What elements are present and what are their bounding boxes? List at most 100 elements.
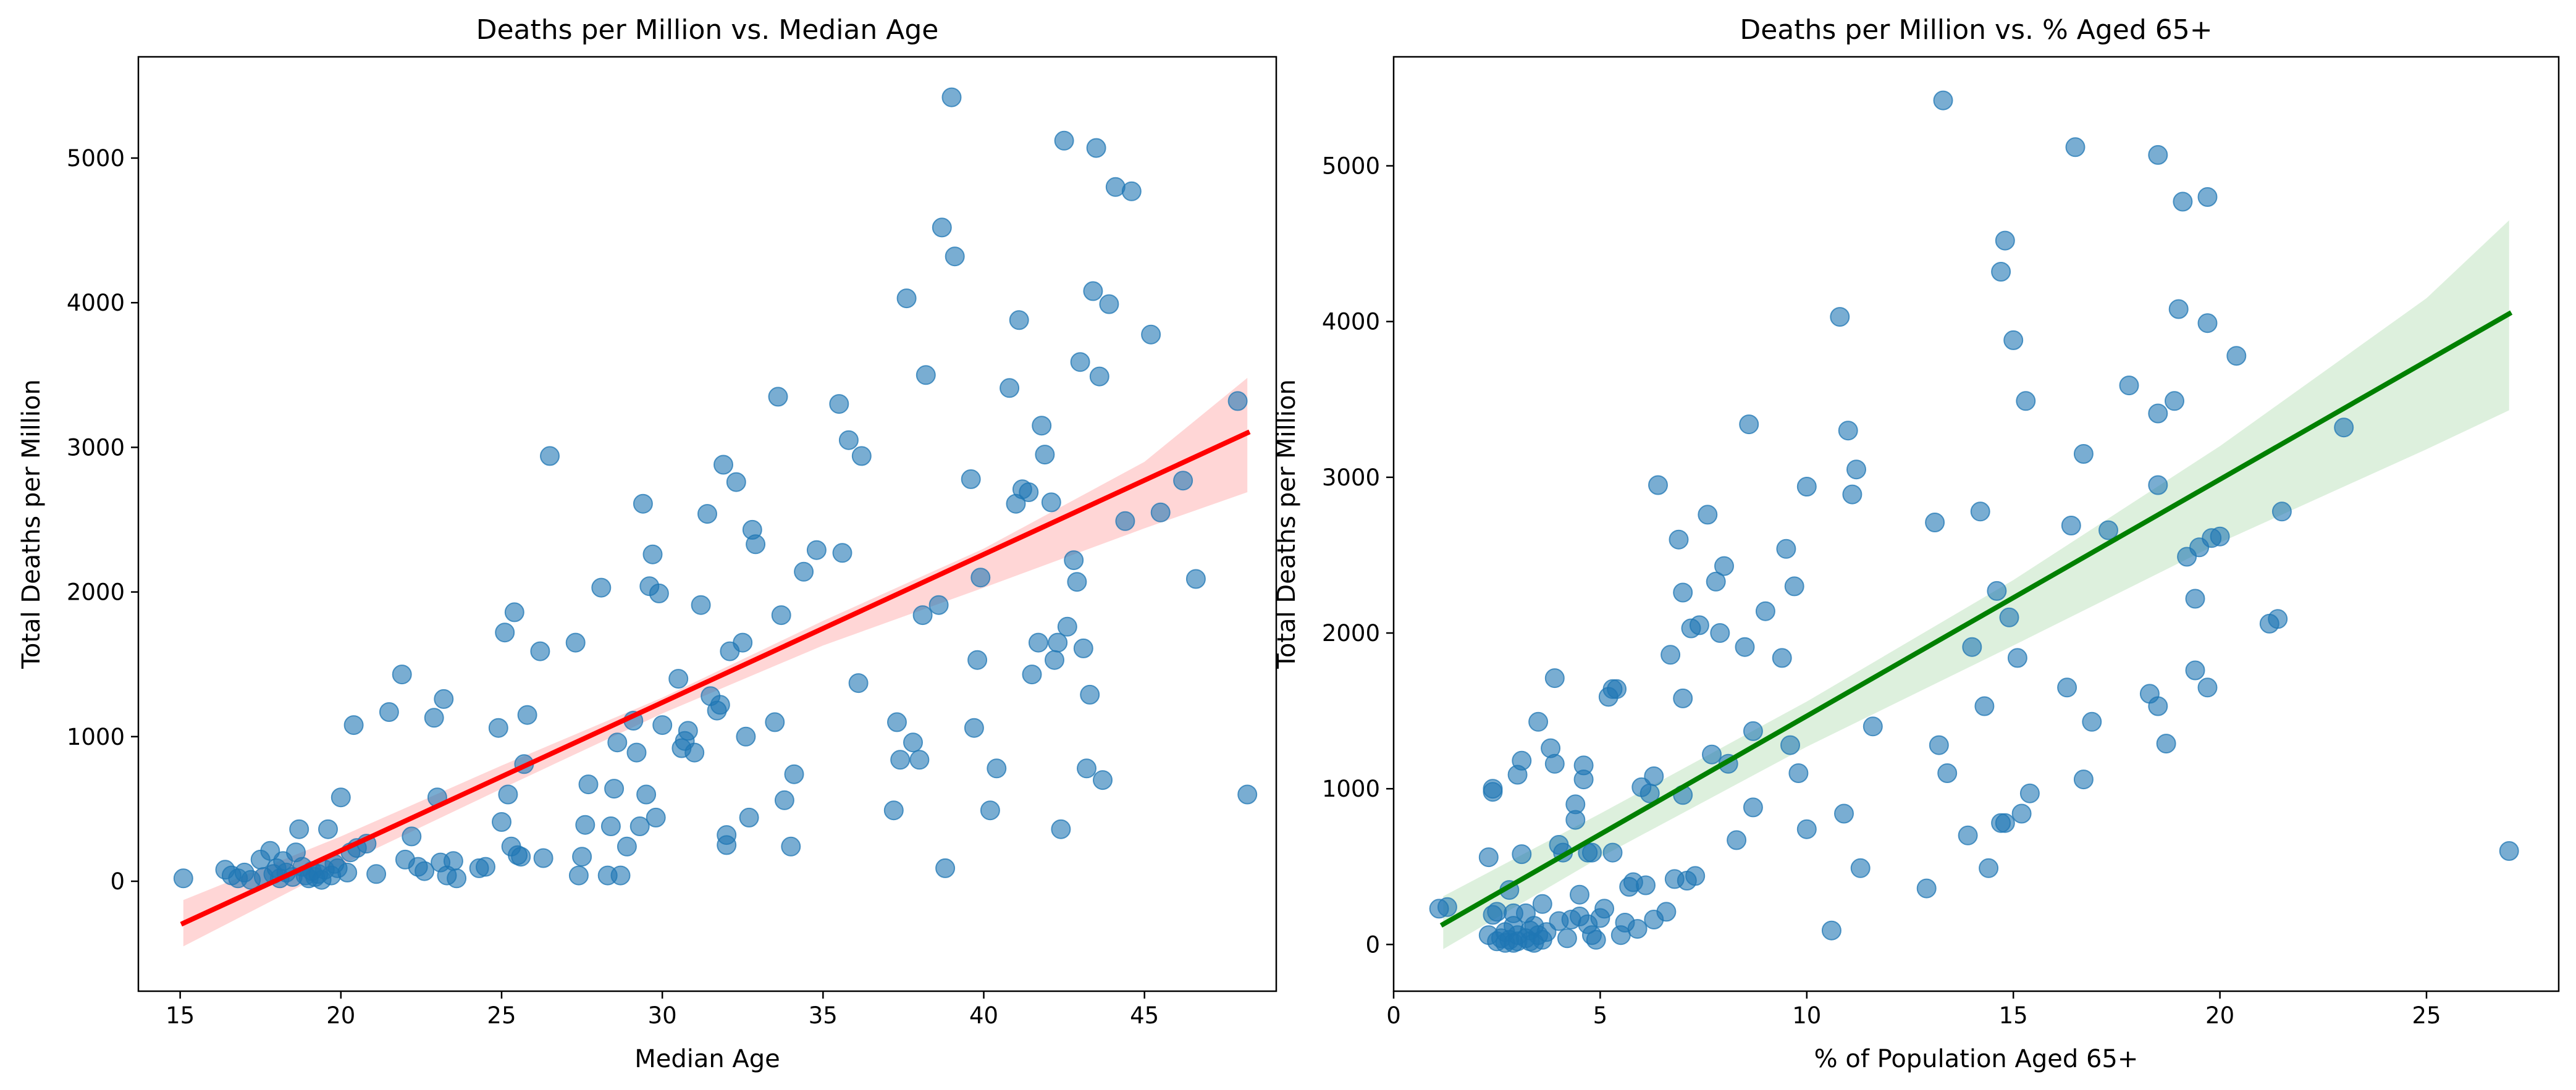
scatter-point xyxy=(691,595,711,615)
scatter-point xyxy=(932,217,952,238)
scatter-point xyxy=(2073,444,2094,464)
scatter-point xyxy=(678,721,698,741)
scatter-point xyxy=(1054,130,1074,151)
scatter-point xyxy=(2168,299,2189,319)
scatter-point xyxy=(1532,894,1552,914)
y-tick-label: 5000 xyxy=(67,145,125,172)
y-tick-label: 2000 xyxy=(67,579,125,606)
scatter-point xyxy=(1974,696,1995,716)
scatter-point xyxy=(2210,526,2230,547)
scatter-point xyxy=(1093,770,1113,790)
scatter-point xyxy=(1739,414,1759,435)
scatter-point xyxy=(337,862,358,882)
scatter-point xyxy=(1727,830,1747,850)
scatter-point xyxy=(896,288,917,309)
scatter-point xyxy=(330,787,351,808)
scatter-point xyxy=(289,819,309,839)
scatter-point xyxy=(883,800,904,821)
scatter-point xyxy=(318,819,338,839)
scatter-point xyxy=(1602,842,1623,863)
scatter-point xyxy=(2119,375,2139,396)
scatter-point xyxy=(1528,711,1549,732)
scatter-point xyxy=(1755,601,1775,621)
scatter-point xyxy=(1925,513,1945,532)
scatter-point xyxy=(746,534,766,555)
scatter-point xyxy=(173,868,193,889)
scatter-point xyxy=(2016,391,2036,411)
scatter-point xyxy=(1958,825,1978,845)
scatter-point xyxy=(1032,416,1052,436)
plot-area xyxy=(1429,90,2519,953)
scatter-point xyxy=(1743,797,1763,818)
scatter-point xyxy=(447,868,467,889)
scatter-point xyxy=(2197,187,2218,207)
scatter-point xyxy=(1437,897,1457,917)
scatter-point xyxy=(424,708,444,728)
scatter-point xyxy=(1028,632,1048,653)
scatter-point xyxy=(2148,475,2168,495)
scatter-point xyxy=(668,669,689,689)
scatter-point xyxy=(498,784,518,805)
x-tick-label: 15 xyxy=(1999,1002,2028,1029)
scatter-point xyxy=(343,715,364,736)
scatter-point xyxy=(2057,677,2077,698)
scatter-point xyxy=(1064,550,1084,571)
scatter-point xyxy=(1083,281,1103,301)
scatter-point xyxy=(642,544,663,564)
scatter-point xyxy=(2073,769,2094,790)
scatter-point xyxy=(1227,391,1248,411)
scatter-point xyxy=(1586,929,1606,950)
scatter-point xyxy=(1086,138,1106,158)
scatter-point xyxy=(495,623,515,643)
scatter-point xyxy=(1780,735,1800,755)
scatter-point xyxy=(1019,482,1039,502)
scatter-point xyxy=(600,816,621,836)
scatter-point xyxy=(806,540,827,560)
scatter-point xyxy=(2271,501,2292,522)
scatter-point xyxy=(765,712,785,732)
scatter-point xyxy=(1041,492,1061,513)
scatter-point xyxy=(1089,366,1109,387)
scatter-point xyxy=(2268,609,2288,629)
scatter-point xyxy=(903,732,923,753)
scatter-point xyxy=(781,836,801,857)
scatter-point xyxy=(1788,763,1809,783)
scatter-point xyxy=(2082,711,2102,732)
scatter-point xyxy=(1185,569,1206,589)
scatter-point xyxy=(1784,576,1804,597)
scatter-point xyxy=(2165,391,2184,411)
scatter-point xyxy=(1970,501,1990,522)
scatter-point xyxy=(2148,403,2168,424)
scatter-point xyxy=(591,577,612,598)
scatter-point xyxy=(1929,735,1949,755)
scatter-point xyxy=(697,504,717,524)
scatter-point xyxy=(1685,866,1706,886)
scatter-point xyxy=(1850,858,1871,878)
scatter-point xyxy=(2197,313,2218,333)
scatter-point xyxy=(1656,902,1677,922)
scatter-point xyxy=(488,718,508,738)
scatter-point xyxy=(1045,650,1064,670)
scatter-point xyxy=(392,664,412,685)
scatter-point xyxy=(2156,734,2176,754)
y-tick-label: 0 xyxy=(110,868,125,895)
scatter-point xyxy=(1544,753,1565,774)
scatter-point xyxy=(652,715,673,736)
scatter-point xyxy=(713,455,733,475)
scatter-point xyxy=(1544,668,1565,689)
scatter-point xyxy=(504,602,524,623)
scatter-point xyxy=(2148,696,2168,716)
scatter-point xyxy=(517,705,537,725)
scatter-point xyxy=(1099,294,1119,314)
scatter-point xyxy=(1698,505,1718,525)
scatter-point xyxy=(967,650,988,670)
scatter-point xyxy=(771,605,791,626)
scatter-point xyxy=(1150,502,1171,522)
scatter-point xyxy=(1478,847,1499,868)
x-tick-label: 25 xyxy=(2412,1002,2441,1029)
scatter-point xyxy=(1057,616,1077,637)
scatter-point xyxy=(1051,819,1071,839)
scatter-point xyxy=(1673,688,1693,708)
confidence-band xyxy=(1443,220,2509,949)
y-tick-label: 3000 xyxy=(67,434,125,461)
